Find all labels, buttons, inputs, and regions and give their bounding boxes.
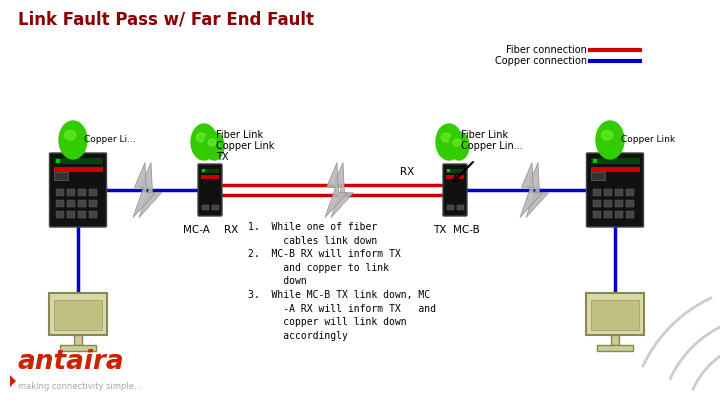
Bar (53, 172, 68, 180)
Bar (593, 189, 600, 196)
Ellipse shape (196, 133, 207, 142)
Bar (590, 172, 605, 180)
Bar (614, 211, 623, 218)
Text: Copper Lin...: Copper Lin... (461, 141, 523, 151)
Bar (614, 200, 623, 207)
Bar (212, 205, 219, 210)
Text: MC-B: MC-B (453, 225, 480, 235)
Bar (55, 159, 60, 163)
Text: TX: TX (216, 152, 228, 162)
Bar (202, 205, 209, 210)
Bar (457, 205, 464, 210)
Bar (614, 189, 623, 196)
Text: Copper Link: Copper Link (216, 141, 274, 151)
Text: Fiber Link: Fiber Link (216, 130, 263, 140)
Text: 1.  While one of fiber
      cables link down
2.  MC-B RX will inform TX
      a: 1. While one of fiber cables link down 2… (248, 222, 436, 341)
Ellipse shape (596, 121, 624, 159)
Ellipse shape (453, 139, 461, 146)
FancyBboxPatch shape (50, 153, 107, 227)
Polygon shape (139, 162, 161, 217)
Bar (78, 189, 86, 196)
Polygon shape (331, 162, 354, 217)
Bar (611, 335, 619, 345)
Bar (626, 200, 634, 207)
FancyBboxPatch shape (198, 164, 222, 216)
Bar (78, 200, 86, 207)
Bar (55, 189, 63, 196)
FancyBboxPatch shape (443, 164, 467, 216)
Bar (89, 189, 96, 196)
Bar (78, 211, 86, 218)
Ellipse shape (602, 130, 613, 140)
Text: Copper Li...: Copper Li... (84, 136, 136, 145)
Ellipse shape (449, 132, 469, 160)
Text: MC-A: MC-A (183, 225, 210, 235)
Bar (447, 169, 450, 172)
Polygon shape (325, 162, 348, 217)
Bar (89, 200, 96, 207)
Bar (66, 211, 74, 218)
Bar (49, 293, 107, 335)
Ellipse shape (59, 121, 87, 159)
Text: Copper Link: Copper Link (621, 136, 675, 145)
Ellipse shape (191, 124, 217, 160)
Bar (603, 189, 611, 196)
Bar (593, 159, 596, 163)
Bar (591, 300, 639, 330)
Bar (55, 211, 63, 218)
Ellipse shape (208, 139, 216, 146)
Text: making connectivity simple...: making connectivity simple... (18, 382, 142, 391)
Text: Link Fault Pass w/ Far End Fault: Link Fault Pass w/ Far End Fault (18, 10, 314, 28)
Polygon shape (526, 162, 549, 217)
Ellipse shape (436, 124, 462, 160)
Bar (590, 167, 639, 172)
Bar (53, 167, 102, 172)
Bar (603, 200, 611, 207)
Text: Fiber Link: Fiber Link (461, 130, 508, 140)
FancyBboxPatch shape (587, 153, 644, 227)
Text: RX: RX (400, 167, 414, 177)
Bar (74, 335, 82, 345)
Bar (446, 169, 464, 173)
Bar (66, 200, 74, 207)
Bar (626, 189, 634, 196)
Text: Fiber connection: Fiber connection (506, 45, 587, 55)
Bar (66, 189, 74, 196)
Ellipse shape (65, 130, 76, 140)
Bar (89, 211, 96, 218)
Bar (60, 345, 96, 351)
Bar (593, 211, 600, 218)
Bar (597, 345, 633, 351)
Bar (54, 300, 102, 330)
Bar (593, 200, 600, 207)
Bar (201, 169, 219, 173)
Polygon shape (520, 162, 542, 217)
Bar (586, 293, 644, 335)
Polygon shape (133, 162, 156, 217)
Text: RX: RX (224, 225, 238, 235)
Bar (446, 175, 464, 179)
Bar (603, 211, 611, 218)
Bar (202, 169, 205, 172)
Text: antaira: antaira (18, 349, 125, 375)
Bar (447, 205, 454, 210)
Bar (201, 175, 219, 179)
Bar (55, 200, 63, 207)
Bar (53, 158, 102, 164)
Text: TX: TX (433, 225, 446, 235)
Ellipse shape (204, 132, 224, 160)
Polygon shape (10, 375, 16, 387)
Ellipse shape (441, 133, 451, 142)
Text: Copper connection: Copper connection (495, 56, 587, 66)
Bar (626, 211, 634, 218)
Bar (590, 158, 639, 164)
